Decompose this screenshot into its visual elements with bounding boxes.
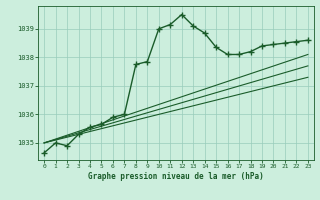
X-axis label: Graphe pression niveau de la mer (hPa): Graphe pression niveau de la mer (hPa) xyxy=(88,172,264,181)
